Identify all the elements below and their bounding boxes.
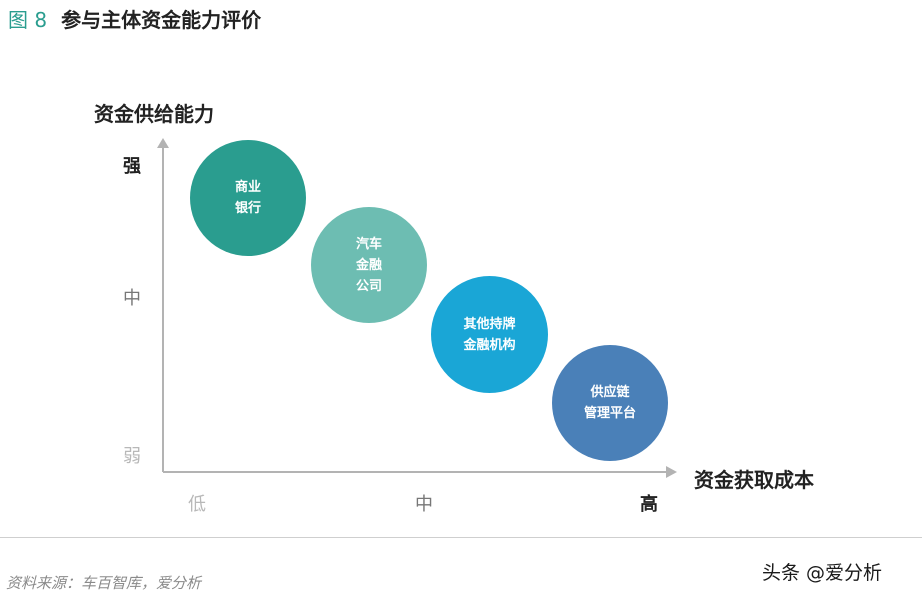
bubble-supply-chain-platform: 供应链 管理平台 <box>552 345 668 461</box>
bubble-label: 其他持牌 金融机构 <box>463 316 516 353</box>
watermark: 头条 @爱分析 <box>762 562 883 584</box>
figure-number: 图 8 <box>8 8 48 32</box>
footer-divider <box>0 537 922 538</box>
bubble-other-licensed-institutions: 其他持牌 金融机构 <box>431 276 548 393</box>
y-tick-medium: 中 <box>123 288 141 309</box>
figure-title-text: 参与主体资金能力评价 <box>61 8 262 32</box>
x-tick-medium: 中 <box>415 494 433 515</box>
figure-title: 图 8 参与主体资金能力评价 <box>8 4 261 33</box>
source-note: 资料来源：车百智库，爱分析 <box>6 574 202 592</box>
y-axis-title: 资金供给能力 <box>94 102 214 126</box>
y-tick-weak: 弱 <box>123 446 141 467</box>
x-axis-arrow <box>666 466 677 478</box>
y-axis-arrow <box>157 138 169 148</box>
x-tick-high: 高 <box>640 494 658 515</box>
bubble-auto-finance-company: 汽车 金融 公司 <box>311 207 427 323</box>
bubble-commercial-bank: 商业 银行 <box>190 140 306 256</box>
bubble-label: 商业 银行 <box>234 180 261 216</box>
bubble-label: 供应链 管理平台 <box>583 385 636 421</box>
y-tick-strong: 强 <box>123 156 141 177</box>
x-axis-title: 资金获取成本 <box>694 468 814 492</box>
x-tick-low: 低 <box>188 494 206 515</box>
bubble-label: 汽车 金融 公司 <box>355 236 382 294</box>
